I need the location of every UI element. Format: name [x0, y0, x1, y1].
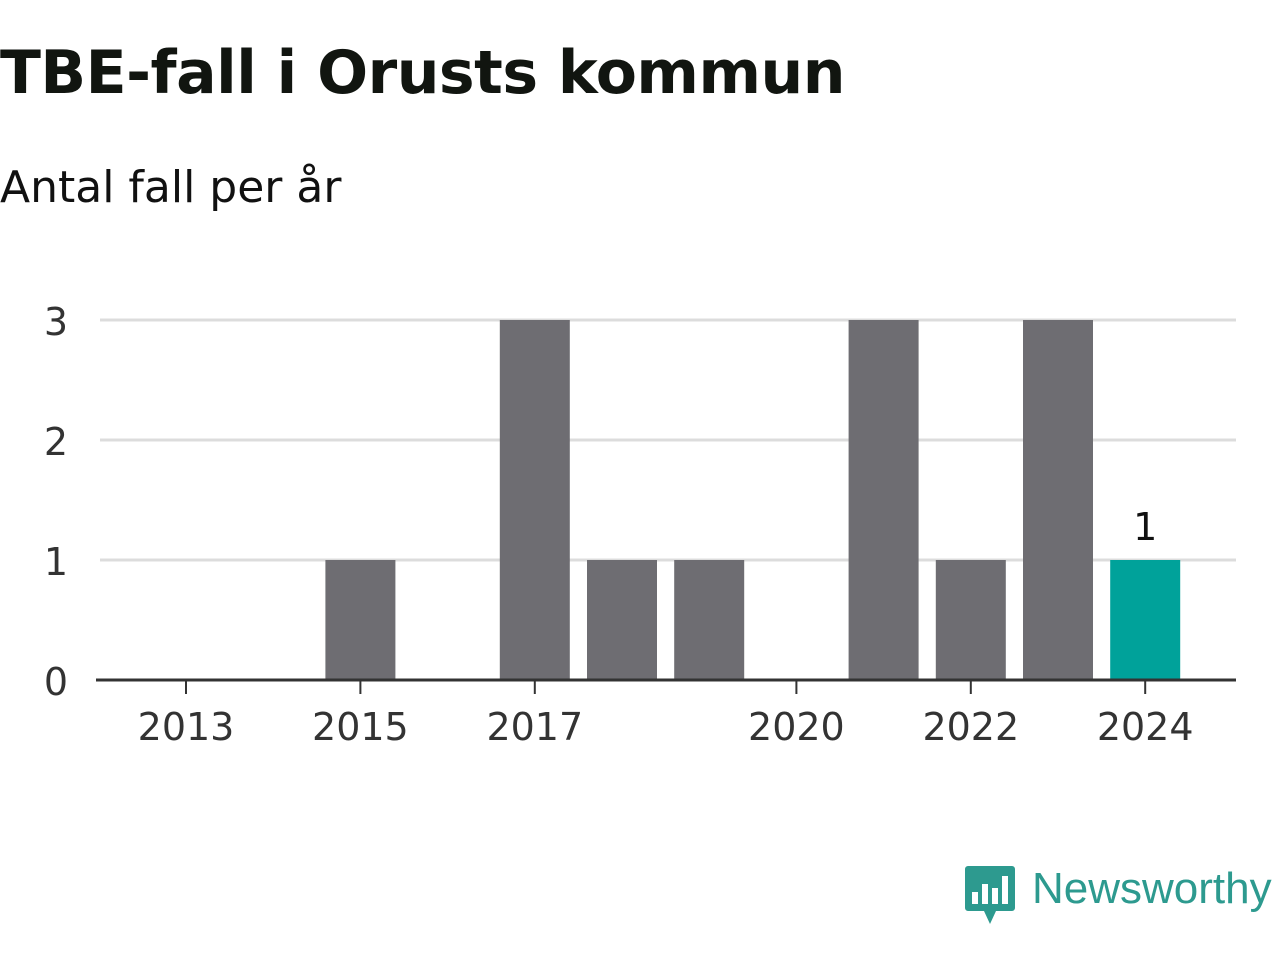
bar-2015 — [325, 560, 396, 680]
y-tick-label: 2 — [44, 420, 68, 464]
data-labels: 1 — [1133, 505, 1157, 549]
x-tick-label: 2024 — [1097, 705, 1194, 749]
y-tick-label: 0 — [44, 660, 68, 704]
bar-2024 — [1110, 560, 1181, 680]
brand: Newsworthy — [964, 864, 1272, 928]
bar-2023 — [1023, 320, 1093, 680]
y-tick-label: 1 — [44, 540, 68, 584]
x-tick-label: 2022 — [922, 705, 1019, 749]
data-label: 1 — [1133, 505, 1157, 549]
bar-2019 — [674, 560, 745, 680]
x-tick-label: 2020 — [748, 705, 845, 749]
bar-2017 — [499, 320, 570, 680]
bar-2018 — [587, 560, 657, 680]
bars — [325, 320, 1181, 680]
y-tick-label: 3 — [44, 300, 68, 344]
bar-2022 — [935, 560, 1006, 680]
x-axis-ticks: 2013 2015 2017 2020 2022 2024 — [138, 680, 1194, 749]
newsworthy-logo-icon — [965, 866, 1015, 924]
x-tick-label: 2013 — [138, 705, 235, 749]
y-axis-ticks: 0 1 2 3 — [44, 300, 68, 704]
chart-title: TBE-fall i Orusts kommun — [0, 38, 845, 108]
brand-name: Newsworthy — [1032, 864, 1272, 913]
bar-2021 — [848, 320, 919, 680]
x-tick-label: 2017 — [486, 705, 583, 749]
chart-subtitle: Antal fall per år — [0, 162, 342, 213]
x-tick-label: 2015 — [312, 705, 409, 749]
